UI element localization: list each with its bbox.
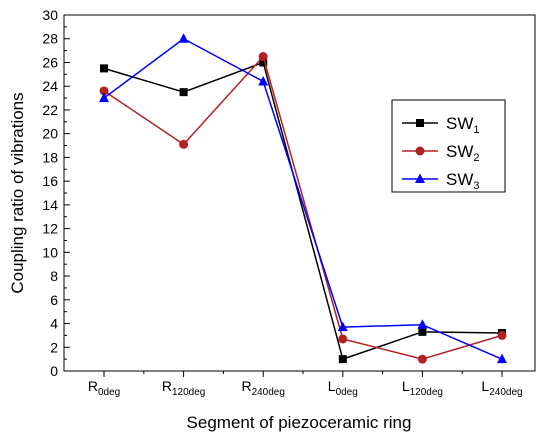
legend-item: SW2 [402, 142, 480, 164]
legend-label: SW2 [446, 142, 480, 164]
legend-item: SW1 [402, 114, 480, 136]
data-point [258, 75, 269, 86]
y-axis-title: Coupling ratio of vibrations [8, 92, 27, 293]
legend: SW1 SW2 SW3 [391, 99, 506, 193]
data-point [100, 64, 108, 73]
y-tick-label: 6 [50, 292, 58, 308]
y-tick-label: 30 [42, 7, 58, 23]
y-tick-label: 24 [42, 78, 58, 94]
data-point [179, 88, 188, 97]
y-tick-label: 20 [42, 126, 58, 142]
y-tick-label: 4 [50, 316, 58, 332]
series-layer [99, 33, 507, 364]
data-point [99, 86, 109, 96]
data-point [259, 58, 268, 67]
data-point [497, 353, 507, 364]
legend-marker [415, 146, 425, 156]
legend-label: SW3 [446, 170, 480, 192]
y-tick-label: 14 [42, 197, 58, 213]
x-axis: R0deg R120deg R240deg L0deg L120deg L240deg [88, 371, 523, 398]
y-tick-label: 2 [50, 339, 58, 355]
x-axis-title: Segment of piezoceramic ring [187, 413, 412, 432]
y-tick-label: 0 [50, 363, 58, 379]
data-point [337, 321, 348, 332]
series-sw2 [99, 52, 507, 364]
y-tick-label: 10 [42, 244, 58, 260]
legend-marker [415, 173, 425, 183]
y-tick-label: 26 [42, 54, 58, 70]
data-point [418, 327, 427, 336]
series-sw3 [99, 33, 507, 364]
x-tick-label: L120deg [402, 378, 443, 398]
data-point [417, 354, 427, 364]
y-tick-label: 12 [42, 221, 58, 237]
x-tick-label: R0deg [88, 378, 120, 398]
data-point [258, 52, 268, 62]
y-tick-label: 16 [42, 173, 58, 189]
data-point [179, 139, 189, 149]
legend-item: SW3 [402, 170, 480, 192]
y-tick-label: 18 [42, 149, 58, 165]
legend-marker [416, 119, 424, 127]
data-point [417, 319, 428, 329]
x-tick-label: L240deg [481, 378, 522, 398]
y-tick-label: 22 [42, 102, 58, 118]
data-point [497, 330, 507, 340]
data-point [178, 33, 189, 43]
series-line [103, 61, 503, 361]
x-tick-label: R120deg [162, 378, 206, 398]
y-tick-label: 8 [50, 268, 58, 284]
legend-box [391, 99, 506, 193]
data-point [99, 92, 109, 103]
series-line [103, 55, 503, 360]
x-tick-label: L0deg [328, 378, 358, 398]
legend-label: SW1 [446, 114, 480, 136]
data-point [338, 334, 348, 344]
data-point [338, 355, 347, 364]
x-tick-label: R240deg [241, 378, 285, 398]
series-line [103, 37, 503, 360]
y-tick-label: 28 [42, 31, 58, 47]
